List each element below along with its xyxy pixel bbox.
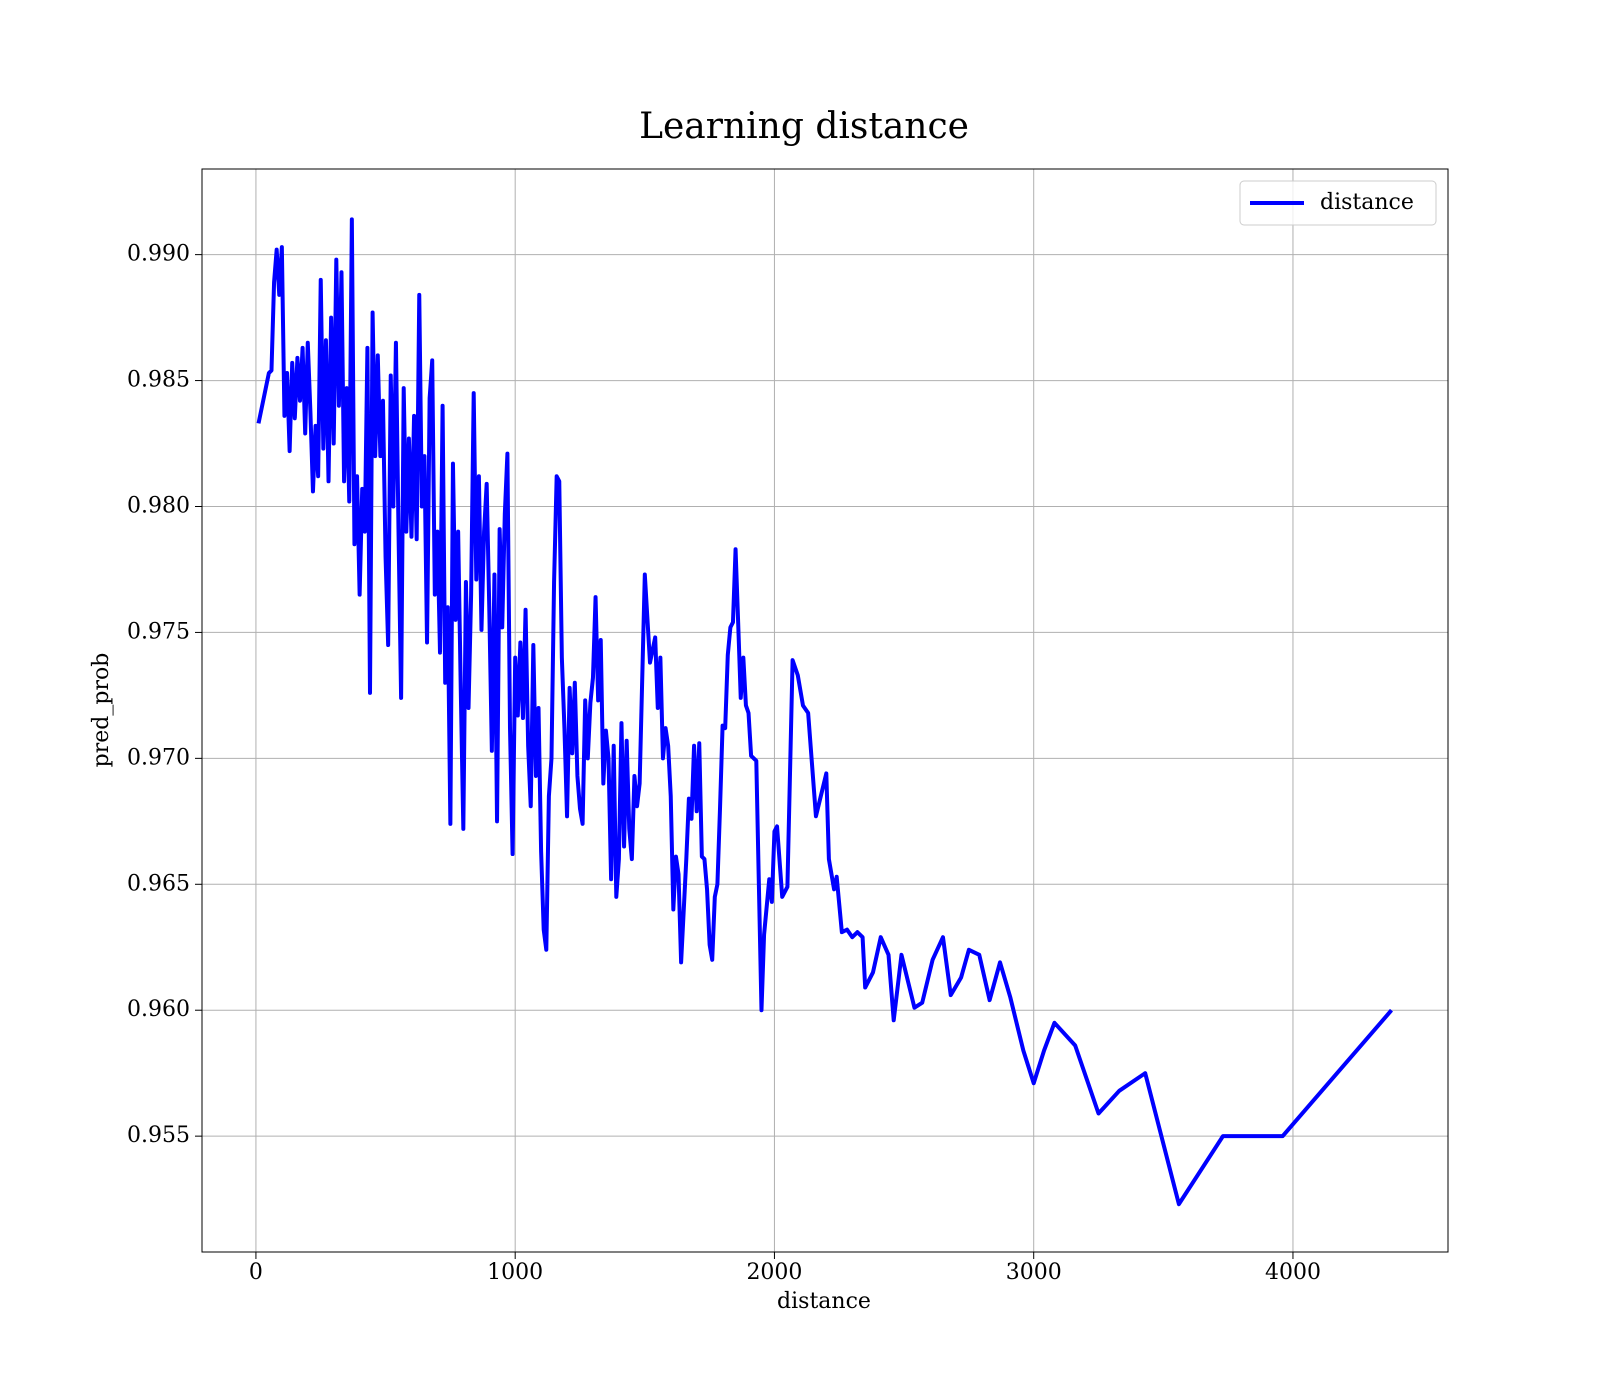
y-tick-label: 0.990 bbox=[127, 242, 190, 267]
y-tick-label: 0.975 bbox=[127, 619, 190, 644]
x-tick-label: 0 bbox=[249, 1260, 263, 1285]
y-tick-label: 0.980 bbox=[127, 493, 190, 518]
chart-title: Learning distance bbox=[639, 106, 969, 147]
y-tick-label: 0.955 bbox=[127, 1123, 190, 1148]
y-tick-label: 0.970 bbox=[127, 745, 190, 770]
data-line bbox=[256, 217, 1393, 1207]
x-tick-label: 1000 bbox=[487, 1260, 543, 1285]
x-tick-label: 4000 bbox=[1265, 1260, 1321, 1285]
y-axis-label: pred_prob bbox=[89, 653, 114, 768]
x-tick-label: 3000 bbox=[1006, 1260, 1062, 1285]
x-axis-label: distance bbox=[777, 1289, 871, 1314]
plot-frame bbox=[201, 168, 1449, 1253]
y-tick-label: 0.965 bbox=[127, 871, 190, 896]
y-tick-label: 0.985 bbox=[127, 368, 190, 393]
y-tick-label: 0.960 bbox=[127, 997, 190, 1022]
x-tick-label: 2000 bbox=[746, 1260, 802, 1285]
legend-box bbox=[1239, 180, 1437, 226]
legend-label: distance bbox=[1320, 190, 1414, 215]
